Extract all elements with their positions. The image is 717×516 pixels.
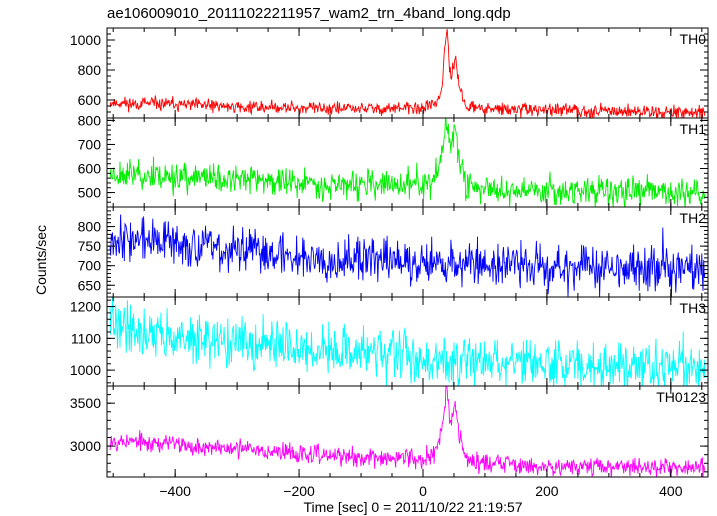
y-tick-label: 600: [78, 161, 102, 177]
panel-th1: 500 600 700 800 TH1: [78, 112, 709, 208]
light-curve-th3: [109, 297, 706, 386]
y-axis-label: Counts/sec: [33, 225, 49, 295]
y-tick-label: 700: [78, 136, 102, 152]
y-tick-label: 800: [78, 62, 102, 78]
y-tick-label: 500: [78, 185, 102, 201]
panel-label: TH2: [680, 210, 707, 226]
x-tick-label: 200: [535, 483, 559, 499]
panel-label: TH1: [680, 121, 707, 137]
panel-frame: [106, 385, 709, 478]
y-tick-label: 1100: [71, 330, 101, 346]
y-tick-label: 1200: [70, 299, 101, 315]
y-tick-label: 700: [78, 258, 102, 274]
y-tick-label: 750: [78, 238, 102, 254]
y-tick-label: 1000: [70, 32, 101, 48]
y-tick-label: 650: [78, 277, 102, 293]
x-tick-label: 0: [419, 483, 427, 499]
y-tick-label: 3000: [70, 438, 101, 454]
light-curve-th1: [109, 118, 706, 207]
y-tick-label: 1000: [70, 362, 101, 378]
panel-label: TH0123: [656, 389, 706, 405]
panel-th3: 1000 1100 1200 TH3: [70, 296, 709, 387]
panels-group: 600 800 1000 TH0 500 600 700 800 TH1 650 700 750 800…: [70, 27, 709, 499]
x-tick-label: −200: [283, 483, 315, 499]
light-curve-th0: [109, 29, 706, 118]
light-curve-th0123: [109, 386, 706, 477]
panel-th0123: 3000 3500 TH0123: [70, 385, 709, 478]
y-tick-label: 800: [78, 219, 102, 235]
y-tick-label: 3500: [70, 395, 101, 411]
panel-th2: 650 700 750 800 TH2: [78, 206, 709, 298]
light-curve-th2: [109, 214, 706, 297]
y-tick-label: 600: [78, 92, 102, 108]
x-tick-label: −400: [159, 483, 191, 499]
panel-label: TH3: [680, 300, 707, 316]
panel-frame: [106, 117, 709, 208]
chart-title: ae106009010_20111022211957_wam2_trn_4ban…: [107, 5, 511, 22]
x-tick-label: 400: [659, 483, 683, 499]
x-axis-label: Time [sec] 0 = 2011/10/22 21:19:57: [303, 499, 522, 515]
panel-th0: 600 800 1000 TH0: [70, 27, 709, 119]
panel-label: TH0: [680, 31, 707, 47]
y-tick-label: 800: [78, 112, 102, 128]
